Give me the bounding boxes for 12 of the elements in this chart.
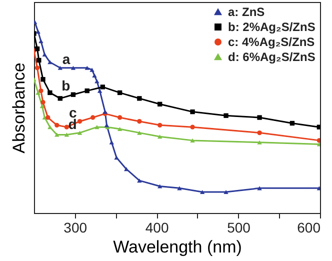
legend-label: c: 4%Ag₂S/ZnS [228,35,315,49]
x-tick-label: 500 [227,220,251,236]
legend-label: b: 2%Ag₂S/ZnS [228,20,316,34]
y-axis-title: Absorbance [10,62,28,154]
annotation: a [62,50,70,67]
x-tick-label: 400 [145,220,169,236]
x-tick-label: 300 [64,220,88,236]
legend-label: d: 6%Ag₂S/ZnS [228,50,316,64]
x-tick-label: 600 [297,220,321,236]
legend-label: a: ZnS [228,5,265,19]
annotation: b [62,78,70,94]
x-axis-title: Wavelength (nm) [113,238,242,256]
